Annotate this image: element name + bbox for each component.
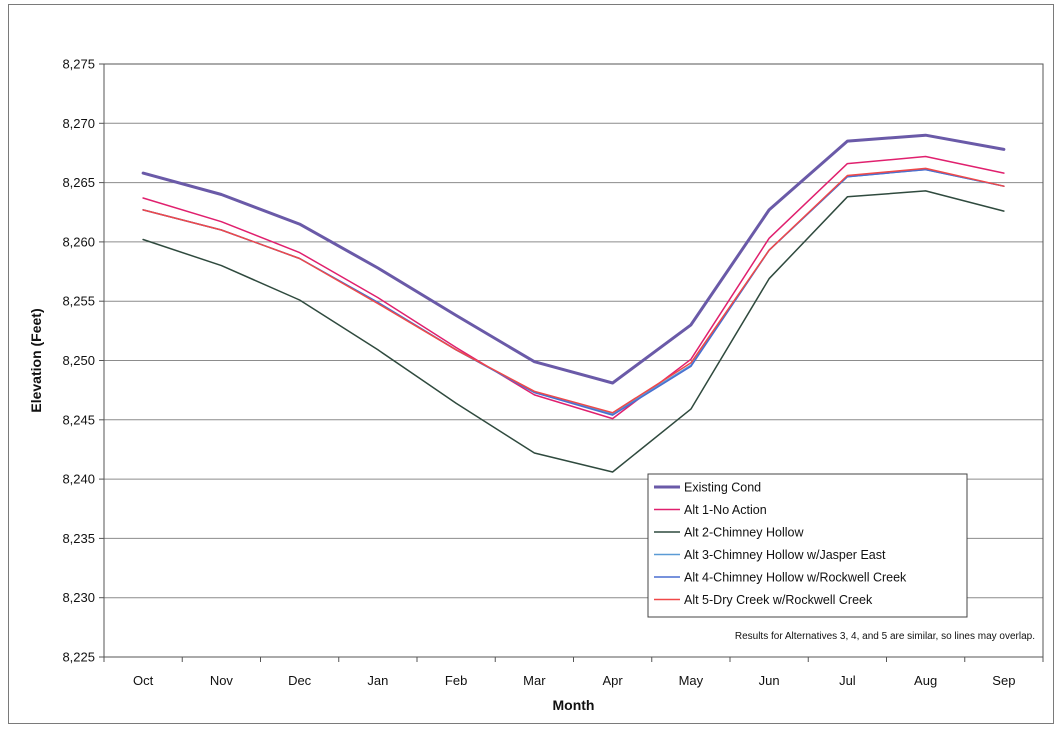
x-tick-label: Apr	[603, 673, 624, 688]
x-tick-label: Feb	[445, 673, 467, 688]
x-tick-label: Jun	[759, 673, 780, 688]
x-tick-label: Dec	[288, 673, 312, 688]
y-tick-label: 8,250	[62, 353, 95, 368]
y-tick-label: 8,265	[62, 175, 95, 190]
legend: Existing Cond Alt 1-No Action Alt 2-Chimne…	[647, 473, 968, 618]
y-tick-label: 8,230	[62, 590, 95, 605]
legend-label: Alt 3-Chimney Hollow w/Jasper East	[684, 548, 886, 562]
y-tick-label: 8,240	[62, 472, 95, 487]
series-line-3	[142, 190, 1005, 473]
x-tick-label: Aug	[914, 673, 937, 688]
legend-label: Alt 5-Dry Creek w/Rockwell Creek	[684, 593, 873, 607]
y-tick-label: 8,255	[62, 294, 95, 309]
series-line-1	[141, 133, 1006, 385]
overlap-note: Results for Alternatives 3, 4, and 5 are…	[735, 631, 1035, 642]
y-tick-label: 8,270	[62, 116, 95, 131]
x-axis-ticks: Oct Nov Dec Jan Feb Mar Apr May Jun Jul Aug Sep	[103, 657, 1044, 688]
x-axis-title: Month	[553, 697, 595, 713]
x-tick-label: Jan	[367, 673, 388, 688]
x-tick-label: Jul	[839, 673, 856, 688]
y-tick-label: 8,260	[62, 234, 95, 249]
x-tick-label: Nov	[210, 673, 234, 688]
x-tick-label: May	[679, 673, 704, 688]
legend-box	[647, 473, 968, 618]
y-tick-label: 8,235	[62, 531, 95, 546]
x-tick-label: Oct	[133, 673, 154, 688]
x-tick-label: Sep	[992, 673, 1015, 688]
y-axis-title: Elevation (Feet)	[28, 308, 44, 412]
series-line-2	[142, 155, 1005, 420]
legend-label: Alt 2-Chimney Hollow	[684, 526, 804, 540]
plot-area-border	[103, 63, 1044, 658]
y-tick-label: 8,275	[62, 57, 95, 72]
series-line-6	[142, 167, 1005, 414]
x-tick-label: Mar	[523, 673, 546, 688]
y-tick-label: 8,245	[62, 412, 95, 427]
legend-label: Alt 1-No Action	[684, 503, 767, 517]
series-line-4	[142, 168, 1005, 415]
y-axis-ticks: 8,225 8,230 8,235 8,240 8,245 8,250 8,255 8,260…	[62, 57, 104, 665]
series-lines	[141, 133, 1006, 473]
series-line-5	[142, 168, 1005, 416]
legend-label: Existing Cond	[684, 481, 761, 495]
legend-label: Alt 4-Chimney Hollow w/Rockwell Creek	[684, 571, 907, 585]
y-tick-label: 8,225	[62, 650, 95, 665]
